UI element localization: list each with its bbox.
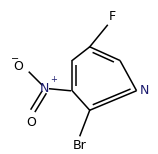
Text: Br: Br <box>73 139 87 152</box>
Text: +: + <box>50 75 57 84</box>
Text: F: F <box>109 10 116 23</box>
Text: O: O <box>14 60 23 73</box>
Text: N: N <box>140 84 149 97</box>
Text: O: O <box>26 116 36 129</box>
Text: −: − <box>11 54 19 64</box>
Text: N: N <box>40 82 50 95</box>
